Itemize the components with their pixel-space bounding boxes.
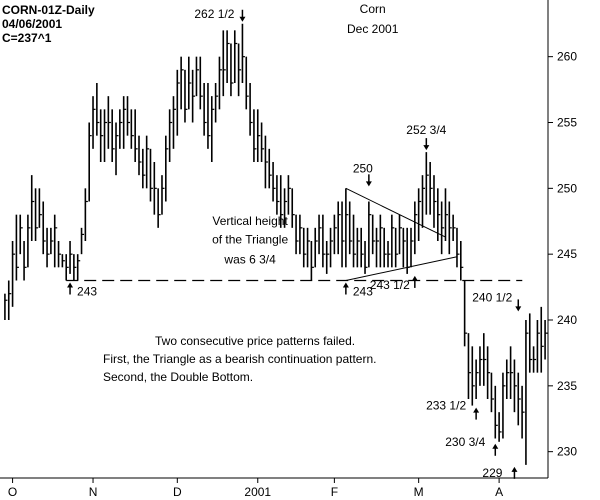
note-line: First, the Triangle as a bearish continu… [103,352,377,366]
annotation-label: 262 1/2 [194,7,234,21]
chart-close: C=237^1 [2,31,52,45]
annotation-label: 240 1/2 [472,290,512,304]
arrowhead-icon [492,443,499,449]
annotation-label: 233 1/2 [426,399,466,413]
x-tick-label: M [414,485,424,499]
annotation-label: of the Triangle [212,233,288,247]
y-tick-label: 240 [557,313,577,327]
annotation-label: was 6 3/4 [223,252,276,266]
annotation-label: 229 [482,466,502,480]
annotation-label: Dec 2001 [347,22,399,36]
annotations: 262 1/2 Corn Dec 2001 252 3/4 250 Vertical he… [67,2,522,480]
notes-text: Two consecutive price patterns failed. Fi… [103,334,377,384]
arrowhead-icon [411,275,418,281]
note-line: Second, the Double Bottom. [103,370,253,384]
y-tick-label: 235 [557,379,577,393]
y-tick-label: 255 [557,116,577,130]
price-bars [4,23,548,465]
arrowhead-icon [365,181,372,187]
x-tick-label: 2001 [244,485,271,499]
annotation-label: 243 [353,285,373,299]
x-tick-label: D [173,485,182,499]
annotation-label: 243 [77,285,97,299]
y-tick-label: 250 [557,181,577,195]
arrowhead-icon [67,282,74,288]
arrowhead-icon [342,282,349,288]
arrowhead-icon [515,306,522,312]
x-tick-label: A [495,485,503,499]
chart-symbol: CORN-01Z-Daily [2,3,95,17]
arrowhead-icon [473,407,480,413]
annotation-label: Vertical height [212,214,288,228]
annotation-label: 252 3/4 [406,123,446,137]
arrowhead-icon [239,16,246,22]
axes: 230 235 240 245 250 255 260 O N D 2001 F M A [0,0,577,499]
annotation-label: 250 [353,161,373,175]
arrowhead-icon [511,466,518,472]
triangle-lower-line [345,256,458,281]
header-labels: CORN-01Z-Daily 04/06/2001 C=237^1 [2,3,95,45]
x-tick-label: O [8,485,17,499]
arrowhead-icon [423,145,430,151]
y-tick-label: 245 [557,247,577,261]
x-tick-label: N [89,485,98,499]
chart-date: 04/06/2001 [2,17,62,31]
annotation-label: Corn [360,2,386,16]
note-line: Two consecutive price patterns failed. [155,334,355,348]
y-tick-label: 230 [557,445,577,459]
annotation-label: 243 1/2 [370,278,410,292]
pattern-lines [66,187,523,282]
x-tick-label: F [331,485,338,499]
annotation-label: 230 3/4 [445,435,485,449]
triangle-upper-line [345,187,446,238]
y-tick-label: 260 [557,50,577,64]
